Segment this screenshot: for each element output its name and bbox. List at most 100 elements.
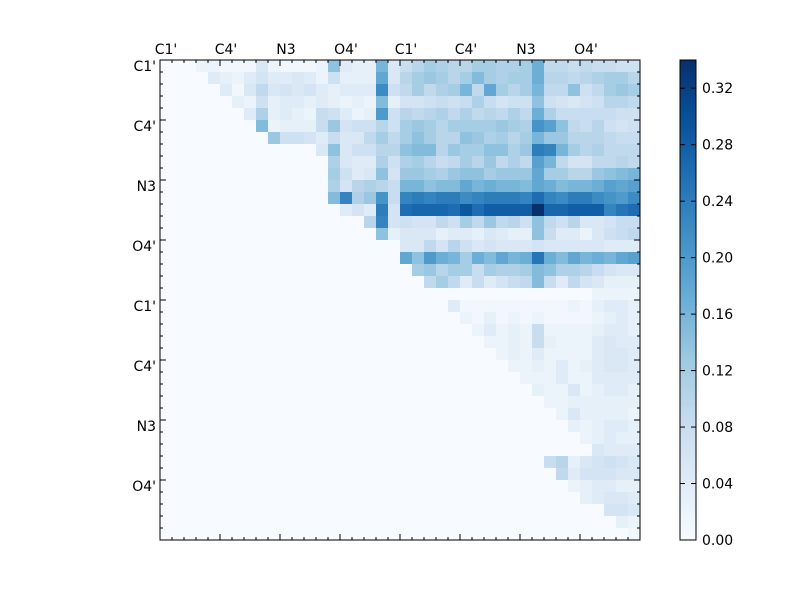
heatmap-cell (532, 456, 545, 469)
heatmap-cell (316, 228, 329, 241)
heatmap-cell (544, 384, 557, 397)
heatmap-cell (160, 360, 173, 373)
heatmap-cell (616, 252, 629, 265)
heatmap-cell (232, 528, 245, 541)
heatmap-cell (580, 516, 593, 529)
heatmap-cell (232, 420, 245, 433)
heatmap-cell (484, 456, 497, 469)
heatmap-cell (460, 144, 473, 157)
heatmap-cell (556, 156, 569, 169)
heatmap-cell (400, 432, 413, 445)
heatmap-cell (376, 348, 389, 361)
heatmap-cell (484, 504, 497, 517)
heatmap-cell (472, 348, 485, 361)
heatmap-cell (160, 408, 173, 421)
heatmap-cell (364, 372, 377, 385)
heatmap-cell (628, 456, 641, 469)
heatmap-cell (256, 396, 269, 409)
heatmap-cell (328, 372, 341, 385)
heatmap-cell (400, 120, 413, 133)
heatmap-cell (556, 300, 569, 313)
heatmap-cell (568, 288, 581, 301)
heatmap-cell (520, 456, 533, 469)
heatmap-cell (244, 324, 257, 337)
heatmap-cell (520, 168, 533, 181)
heatmap-cell (448, 516, 461, 529)
heatmap-cell (460, 240, 473, 253)
heatmap-cell (604, 216, 617, 229)
heatmap-cell (496, 312, 509, 325)
heatmap-cell (484, 480, 497, 493)
heatmap-cell (364, 288, 377, 301)
heatmap-cell (364, 336, 377, 349)
heatmap-cell (580, 372, 593, 385)
heatmap-cell (448, 444, 461, 457)
y-tick-label: N3 (137, 419, 156, 435)
heatmap-cell (604, 96, 617, 109)
heatmap-cell (556, 228, 569, 241)
heatmap-cell (532, 396, 545, 409)
heatmap-cell (184, 108, 197, 121)
heatmap-cell (304, 276, 317, 289)
heatmap-cell (256, 108, 269, 121)
heatmap-cell (544, 348, 557, 361)
heatmap-cell (328, 156, 341, 169)
heatmap-cell (184, 252, 197, 265)
heatmap-cell (496, 480, 509, 493)
heatmap-cell (568, 348, 581, 361)
heatmap-cell (436, 408, 449, 421)
heatmap-cell (304, 192, 317, 205)
heatmap-cell (400, 276, 413, 289)
heatmap-cell (340, 468, 353, 481)
heatmap-cell (196, 444, 209, 457)
heatmap-cell (592, 132, 605, 145)
heatmap-cell (340, 192, 353, 205)
heatmap-cell (256, 420, 269, 433)
heatmap-cell (520, 384, 533, 397)
heatmap-cell (232, 132, 245, 145)
heatmap-cell (340, 156, 353, 169)
heatmap-cell (208, 528, 221, 541)
heatmap-cell (196, 240, 209, 253)
heatmap-cell (472, 132, 485, 145)
heatmap-cell (472, 168, 485, 181)
heatmap-cell (592, 420, 605, 433)
heatmap-cell (424, 432, 437, 445)
heatmap-cell (352, 72, 365, 85)
heatmap-cell (220, 480, 233, 493)
heatmap-cell (424, 84, 437, 97)
heatmap-cell (316, 516, 329, 529)
heatmap-cell (424, 108, 437, 121)
heatmap-cell (280, 84, 293, 97)
heatmap-cell (556, 444, 569, 457)
heatmap-cell (532, 96, 545, 109)
heatmap-cell (472, 528, 485, 541)
heatmap-cell (208, 240, 221, 253)
heatmap-cell (520, 204, 533, 217)
heatmap-cell (280, 528, 293, 541)
heatmap-cell (580, 444, 593, 457)
heatmap-cell (544, 216, 557, 229)
heatmap-cell (268, 492, 281, 505)
heatmap-cell (280, 204, 293, 217)
heatmap-cell (436, 444, 449, 457)
heatmap-cell (244, 240, 257, 253)
heatmap-cell (424, 360, 437, 373)
heatmap-cell (280, 468, 293, 481)
heatmap-cell (400, 168, 413, 181)
heatmap-cell (364, 348, 377, 361)
heatmap-cell (268, 180, 281, 193)
heatmap-cell (280, 288, 293, 301)
heatmap-cell (400, 444, 413, 457)
heatmap-cell (256, 180, 269, 193)
heatmap-cell (628, 240, 641, 253)
heatmap-cell (244, 276, 257, 289)
heatmap-cell (628, 312, 641, 325)
heatmap-cell (316, 384, 329, 397)
heatmap-cell (472, 312, 485, 325)
heatmap-cell (412, 144, 425, 157)
heatmap-cell (364, 468, 377, 481)
heatmap-cell (616, 516, 629, 529)
heatmap-cell (280, 240, 293, 253)
heatmap-cell (556, 336, 569, 349)
